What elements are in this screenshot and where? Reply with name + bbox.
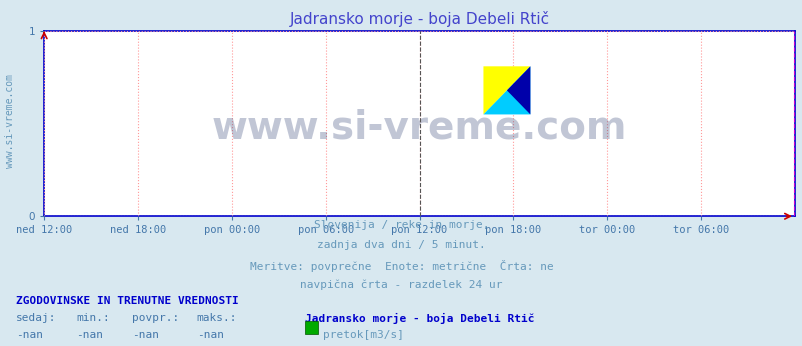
- Text: sedaj:: sedaj:: [16, 313, 56, 323]
- Text: www.si-vreme.com: www.si-vreme.com: [212, 108, 626, 146]
- Text: pretok[m3/s]: pretok[m3/s]: [322, 330, 403, 340]
- Text: min.:: min.:: [76, 313, 110, 323]
- Text: Meritve: povprečne  Enote: metrične  Črta: ne: Meritve: povprečne Enote: metrične Črta:…: [249, 260, 553, 272]
- Text: Slovenija / reke in morje,: Slovenija / reke in morje,: [314, 220, 488, 230]
- Polygon shape: [483, 66, 529, 115]
- Text: -nan: -nan: [16, 330, 43, 340]
- Polygon shape: [483, 66, 529, 115]
- Text: -nan: -nan: [132, 330, 160, 340]
- Text: zadnja dva dni / 5 minut.: zadnja dva dni / 5 minut.: [317, 240, 485, 250]
- Text: ZGODOVINSKE IN TRENUTNE VREDNOSTI: ZGODOVINSKE IN TRENUTNE VREDNOSTI: [16, 296, 238, 306]
- Text: maks.:: maks.:: [196, 313, 237, 323]
- Text: navpična črta - razdelek 24 ur: navpična črta - razdelek 24 ur: [300, 280, 502, 290]
- Text: -nan: -nan: [196, 330, 224, 340]
- Polygon shape: [506, 66, 529, 115]
- Text: -nan: -nan: [76, 330, 103, 340]
- Title: Jadransko morje - boja Debeli Rtič: Jadransko morje - boja Debeli Rtič: [290, 11, 549, 27]
- Text: povpr.:: povpr.:: [132, 313, 180, 323]
- Text: Jadransko morje - boja Debeli Rtič: Jadransko morje - boja Debeli Rtič: [305, 313, 534, 324]
- Text: www.si-vreme.com: www.si-vreme.com: [5, 74, 14, 168]
